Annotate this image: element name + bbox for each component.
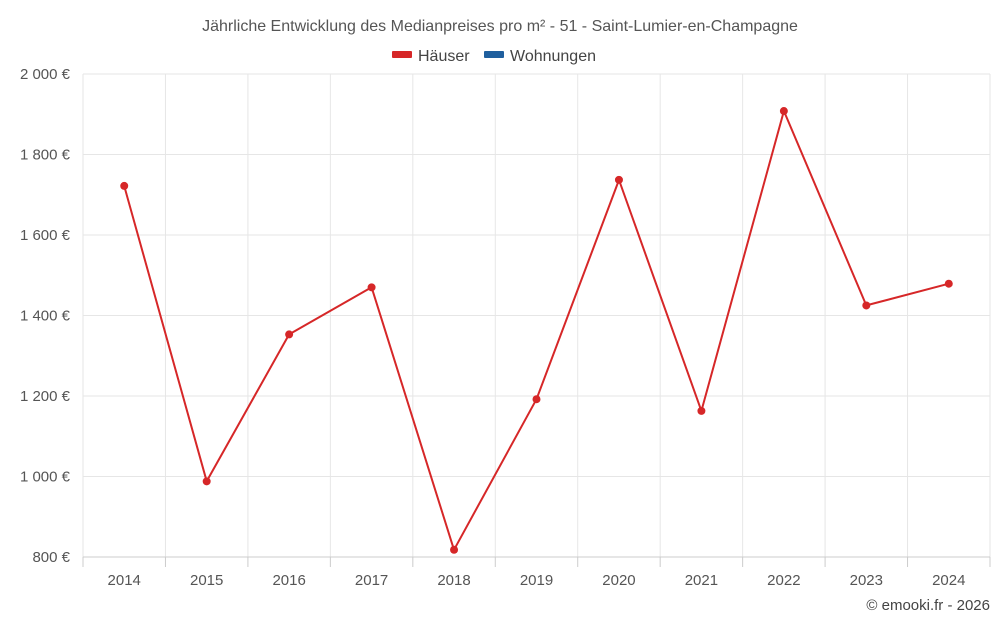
credit-text: © emooki.fr - 2026 <box>866 597 990 614</box>
data-point-2022[interactable] <box>779 107 788 116</box>
y-gridlines <box>83 73 990 477</box>
data-point-2021[interactable] <box>697 406 706 415</box>
x-tick-label: 2021 <box>685 572 718 589</box>
data-point-2024[interactable] <box>944 279 953 288</box>
x-tick-label: 2022 <box>767 572 800 589</box>
y-tick-label: 800 € <box>32 549 70 566</box>
legend-label-wohnungen: Wohnungen <box>510 48 596 65</box>
data-point-2015[interactable] <box>202 477 211 486</box>
data-point-2023[interactable] <box>862 301 871 310</box>
legend-item-wohnungen[interactable]: Wohnungen <box>484 48 596 65</box>
x-axis-ticks: 2014 2015 2016 2017 2018 2019 2020 2021 2022 2023… <box>82 557 991 589</box>
y-tick-label: 2 000 € <box>20 66 71 83</box>
x-gridlines <box>82 74 991 557</box>
x-tick-label: 2016 <box>272 572 305 589</box>
x-tick-label: 2017 <box>355 572 388 589</box>
x-tick-label: 2014 <box>108 572 141 589</box>
y-tick-label: 1 800 € <box>20 147 71 164</box>
y-tick-label: 1 600 € <box>20 227 71 244</box>
data-point-2016[interactable] <box>285 330 294 339</box>
y-tick-label: 1 400 € <box>20 308 71 325</box>
x-tick-label: 2015 <box>190 572 223 589</box>
data-point-2019[interactable] <box>532 395 541 404</box>
legend-label-haeuser: Häuser <box>418 48 470 65</box>
data-point-2018[interactable] <box>450 545 459 554</box>
series-layer <box>120 107 953 554</box>
y-axis-ticks: 800 € 1 000 € 1 200 € 1 400 € 1 600 € 1 800 €… <box>20 66 71 566</box>
x-tick-label: 2019 <box>520 572 553 589</box>
data-point-2017[interactable] <box>367 283 376 292</box>
x-tick-label: 2020 <box>602 572 635 589</box>
y-tick-label: 1 200 € <box>20 388 71 405</box>
x-tick-label: 2024 <box>932 572 965 589</box>
x-tick-label: 2023 <box>850 572 883 589</box>
data-point-2020[interactable] <box>614 175 623 184</box>
legend-swatch-wohnungen <box>484 51 504 58</box>
x-tick-label: 2018 <box>437 572 470 589</box>
legend: Häuser Wohnungen <box>392 48 596 65</box>
legend-swatch-haeuser <box>392 51 412 58</box>
legend-item-haeuser[interactable]: Häuser <box>392 48 470 65</box>
y-tick-label: 1 000 € <box>20 469 71 486</box>
data-point-2014[interactable] <box>120 181 129 190</box>
chart-title: Jährliche Entwicklung des Medianpreises … <box>202 18 798 35</box>
